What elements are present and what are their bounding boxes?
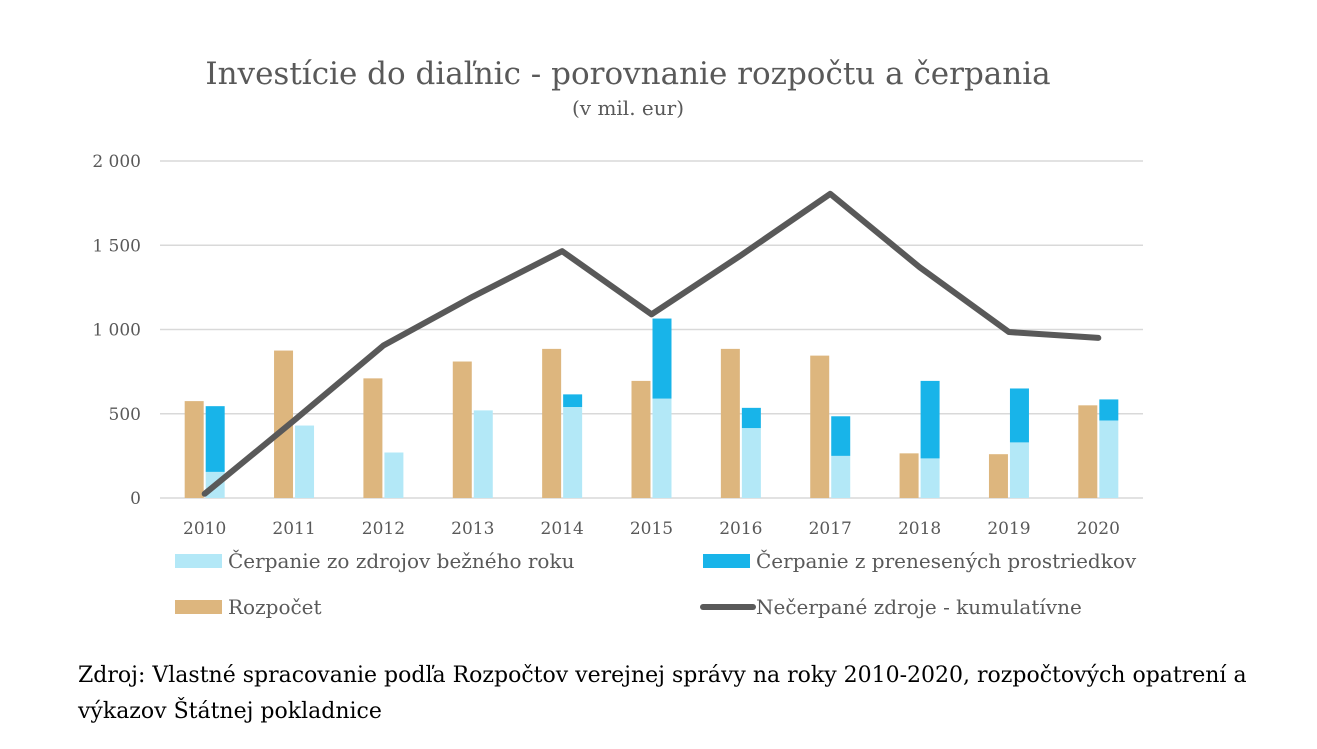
x-tick-label: 2015	[630, 519, 673, 539]
bar-cerpanie-bezny-rok	[384, 452, 404, 498]
bar-cerpanie-bezny-rok	[920, 458, 940, 498]
legend-label: Čerpanie z prenesených prostriedkov	[756, 548, 1137, 573]
x-tick-label: 2011	[272, 519, 315, 539]
line-necerpane-zdroje	[201, 190, 1102, 497]
bar-cerpanie-prenesene	[205, 406, 225, 472]
bar-rozpocet	[184, 401, 204, 498]
legend-swatch	[175, 554, 222, 568]
bar-cerpanie-prenesene	[652, 318, 672, 399]
grid-lines	[160, 160, 1143, 499]
bar-cerpanie-bezny-rok	[831, 455, 851, 498]
x-tick-label: 2017	[809, 519, 852, 539]
bar-cerpanie-bezny-rok	[1099, 420, 1119, 498]
x-tick-label: 2012	[362, 519, 405, 539]
legend-swatch	[703, 554, 750, 568]
bar-cerpanie-prenesene	[1099, 399, 1119, 421]
y-axis-tick-labels: 0 500 1 000 1 500 2 000	[92, 152, 141, 509]
bar-cerpanie-prenesene	[1009, 388, 1029, 443]
x-tick-label: 2019	[987, 519, 1030, 539]
bar-cerpanie-prenesene	[741, 407, 761, 429]
bar-rozpocet	[899, 453, 919, 498]
legend-label: Nečerpané zdroje - kumulatívne	[756, 595, 1082, 619]
bar-rozpocet	[720, 348, 740, 498]
x-tick-label: 2010	[183, 519, 226, 539]
bar-cerpanie-bezny-rok	[473, 410, 493, 498]
x-tick-label: 2016	[719, 519, 762, 539]
legend-label: Čerpanie zo zdrojov bežného roku	[228, 548, 575, 573]
bar-cerpanie-bezny-rok	[741, 428, 761, 498]
x-tick-label: 2020	[1077, 519, 1120, 539]
bar-rozpocet	[274, 350, 294, 498]
bar-cerpanie-prenesene	[563, 394, 583, 408]
y-tick-label: 1 000	[92, 321, 141, 341]
bar-cerpanie-bezny-rok	[652, 398, 672, 498]
x-axis-tick-labels: 2010 2011 2012 2013 2014 2015 2016 2017 2018 2019…	[183, 519, 1120, 539]
y-tick-label: 500	[109, 405, 141, 425]
y-tick-label: 1 500	[92, 236, 141, 256]
bar-rozpocet	[988, 454, 1008, 498]
y-tick-label: 0	[130, 489, 141, 509]
bar-rozpocet	[810, 355, 830, 498]
bar-cerpanie-bezny-rok	[563, 407, 583, 498]
x-tick-label: 2018	[898, 519, 941, 539]
bar-cerpanie-bezny-rok	[295, 425, 315, 498]
bar-rozpocet	[631, 380, 651, 498]
legend: Čerpanie zo zdrojov bežného roku Čerpanie…	[175, 548, 1137, 619]
y-tick-label: 2 000	[92, 152, 141, 172]
bar-rozpocet	[542, 348, 562, 498]
source-note: Zdroj: Vlastné spracovanie podľa Rozpočt…	[78, 663, 1247, 724]
bars	[184, 318, 1119, 498]
bar-cerpanie-prenesene	[831, 416, 851, 456]
legend-swatch	[175, 600, 222, 614]
chart: Investície do diaľnic - porovnanie rozpo…	[92, 56, 1143, 619]
x-tick-label: 2014	[541, 519, 584, 539]
bar-rozpocet	[452, 361, 472, 498]
bar-cerpanie-bezny-rok	[1009, 442, 1029, 498]
bar-rozpocet	[1078, 405, 1098, 498]
bar-cerpanie-prenesene	[920, 380, 940, 459]
chart-title: Investície do diaľnic - porovnanie rozpo…	[205, 56, 1050, 92]
legend-label: Rozpočet	[228, 595, 322, 619]
cumulative-line	[201, 190, 1102, 497]
bar-rozpocet	[363, 378, 383, 498]
chart-subtitle: (v mil. eur)	[572, 96, 684, 120]
x-tick-label: 2013	[451, 519, 494, 539]
